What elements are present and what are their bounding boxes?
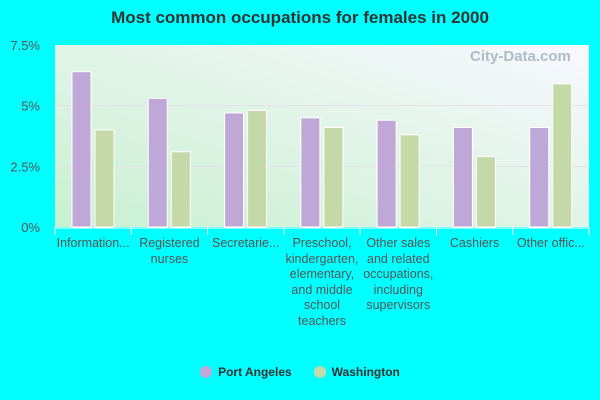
bar-port-angeles [529,127,550,228]
legend-item: Port Angeles [200,365,292,379]
x-tick-label: Other offic... [516,236,585,250]
bar-washington [475,156,496,228]
bar-washington [170,151,191,228]
x-tick-label: Preschool, kindergarten, elementary, and… [285,236,359,328]
y-tick-label: 0% [21,220,40,235]
x-tick-label: Other sales and related occupations, inc… [363,236,434,312]
bar-port-angeles [147,97,168,228]
bar-washington [323,127,344,228]
bar-washington [399,134,420,228]
plot-area [55,45,589,227]
legend-swatch [200,366,213,378]
watermark: City-Data.com [470,48,571,65]
y-tick-label: 2.5% [10,159,40,174]
bar-washington [94,129,115,228]
bar-port-angeles [452,127,473,228]
legend: Port Angeles Washington [0,365,600,379]
y-tick-label: 5% [21,99,40,114]
bar-port-angeles [376,119,397,228]
legend-label: Port Angeles [218,365,292,379]
x-tick-label: Registered nurses [139,236,200,266]
legend-item: Washington [313,365,400,379]
bar-port-angeles [71,71,92,228]
chart-title: Most common occupations for females in 2… [111,8,489,27]
x-tick-label: Information... [56,236,130,250]
bar-port-angeles [300,117,321,228]
x-tick-label: Secretarie... [212,236,280,250]
x-tick-label: Cashiers [449,236,500,250]
bar-port-angeles [224,112,245,228]
legend-swatch [313,366,326,378]
bar-washington [247,110,268,228]
y-tick-label: 7.5% [10,38,40,53]
legend-label: Washington [331,365,400,379]
bar-washington [552,83,573,228]
